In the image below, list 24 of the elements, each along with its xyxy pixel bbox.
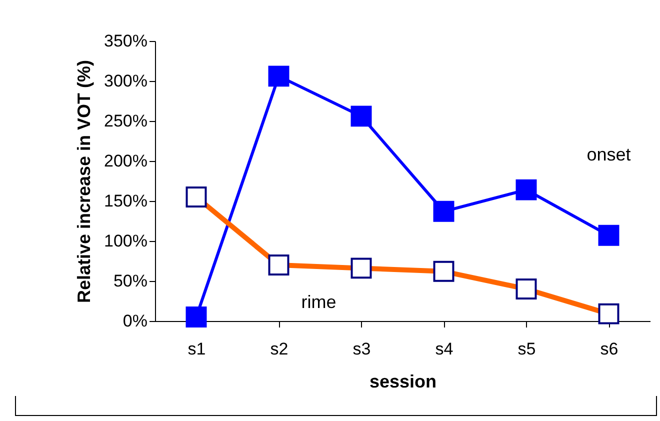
x-tick-label: s2 (270, 340, 288, 358)
point (268, 66, 290, 87)
y-tick-label: 100% (104, 232, 148, 250)
x-tick-label: s4 (435, 340, 454, 358)
series-label: rime (301, 292, 336, 312)
y-tick-label: 300% (104, 72, 148, 90)
y-tick-label: 200% (104, 152, 148, 170)
y-axis-title: Relative increase in VOT (%) (74, 60, 94, 304)
point (433, 200, 454, 222)
x-tick-label: s5 (518, 340, 536, 358)
point (516, 179, 537, 200)
point (598, 224, 620, 246)
x-tick-label: s6 (600, 340, 618, 358)
point (186, 306, 207, 328)
y-tick-label: 150% (104, 192, 148, 210)
y-tick-label: 250% (104, 112, 148, 130)
y-tick-label: 350% (104, 32, 148, 50)
x-axis-title: session (369, 372, 437, 392)
x-tick-label: s3 (352, 340, 371, 358)
x-tick-label: s1 (188, 340, 206, 358)
point (350, 106, 372, 127)
text: onset (586, 144, 631, 164)
y-tick-label: 50% (113, 272, 148, 290)
y-tick-label: 0% (122, 312, 148, 330)
